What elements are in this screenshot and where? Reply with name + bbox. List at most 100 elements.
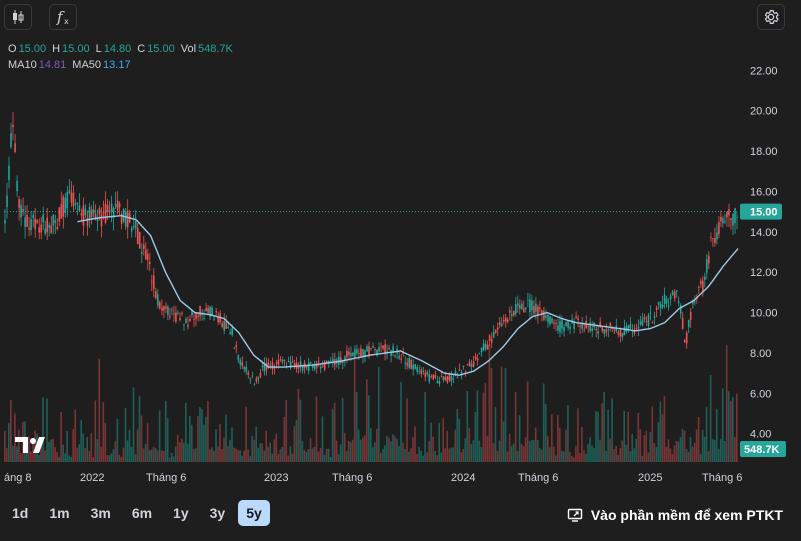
- volume-bar: [625, 444, 628, 462]
- candle-body: [500, 323, 503, 327]
- volume-bar: [130, 446, 133, 462]
- ohlc-legend: O 15.00 H 15.00 L 14.80 C 15.00 Vol 548.7K: [8, 42, 239, 56]
- candle-body: [380, 345, 382, 347]
- volume-bar: [601, 403, 603, 462]
- volume-bar: [30, 451, 32, 462]
- volume-bar: [156, 450, 159, 462]
- candle-body: [378, 347, 380, 352]
- y-tick-label: 6.00: [750, 388, 771, 400]
- volume-bar: [253, 439, 256, 462]
- candle-body: [338, 356, 340, 365]
- volume-bar: [20, 453, 22, 462]
- indicators-button[interactable]: [4, 4, 32, 30]
- volume-bar: [307, 449, 310, 462]
- candle-body: [689, 311, 692, 320]
- candle-body: [94, 213, 97, 220]
- candle-body: [525, 307, 527, 310]
- volume-bar: [442, 418, 445, 462]
- candle-body: [587, 326, 590, 328]
- timeframe-1m[interactable]: 1m: [49, 505, 70, 521]
- candle-body: [259, 372, 262, 377]
- volume-bar: [50, 439, 52, 462]
- volume-bar: [659, 401, 662, 462]
- candle-body: [173, 313, 175, 315]
- volume-bar: [462, 448, 465, 462]
- volume-bar: [460, 452, 463, 462]
- volume-bar: [675, 440, 678, 462]
- volume-bar: [730, 401, 732, 462]
- volume-bar: [647, 452, 650, 462]
- candle-body: [494, 329, 497, 333]
- candle-body: [8, 165, 10, 181]
- volume-bar: [152, 446, 155, 462]
- candle-body: [155, 291, 157, 299]
- volume-bar: [289, 446, 292, 462]
- open-ptkt-link[interactable]: Vào phần mềm để xem PTKT: [567, 507, 783, 523]
- candle-body: [545, 315, 547, 318]
- candle-body: [460, 371, 463, 374]
- volume-bar: [108, 455, 111, 462]
- volume-bar: [58, 456, 60, 462]
- candle-body: [253, 384, 256, 386]
- volume-bar: [518, 415, 521, 462]
- candle-body: [332, 359, 334, 363]
- volume-bar: [197, 416, 199, 462]
- candle-body: [114, 204, 117, 207]
- timeframe-5y[interactable]: 5y: [238, 500, 270, 526]
- volume-bar: [428, 440, 430, 462]
- candle-body: [665, 298, 668, 304]
- timeframe-3m[interactable]: 3m: [90, 505, 111, 521]
- candle-body: [601, 327, 604, 331]
- candle-body: [569, 326, 571, 329]
- candle-body: [511, 314, 513, 316]
- volume-bar: [637, 413, 640, 462]
- candle-body: [422, 371, 425, 372]
- open-label: O: [8, 43, 17, 55]
- timeframe-1d[interactable]: 1d: [12, 505, 29, 521]
- candle-body: [22, 209, 24, 212]
- candle-body: [468, 361, 471, 367]
- candle-body: [559, 321, 561, 333]
- timeframe-1y[interactable]: 1y: [173, 505, 189, 521]
- candle-body: [203, 317, 205, 319]
- volume-bar: [88, 450, 91, 462]
- candle-body: [490, 338, 493, 343]
- candle-body: [677, 301, 680, 303]
- volume-bar: [265, 430, 268, 462]
- timeframe-3y[interactable]: 3y: [209, 505, 226, 521]
- candle-body: [537, 306, 539, 316]
- candle-body: [116, 200, 119, 211]
- volume-bar: [66, 431, 68, 462]
- volume-bar: [18, 429, 20, 462]
- candle-body: [466, 364, 469, 366]
- candle-body: [591, 328, 594, 331]
- volume-bar: [172, 456, 175, 462]
- candle-body: [84, 208, 87, 216]
- volume-bar: [42, 397, 44, 462]
- candle-body: [177, 312, 179, 314]
- volume-bar: [500, 366, 503, 462]
- volume-bar: [98, 358, 101, 462]
- volume-bar: [4, 430, 6, 462]
- timeframe-6m[interactable]: 6m: [131, 505, 153, 521]
- candle-body: [434, 375, 437, 378]
- volume-bar: [291, 453, 294, 462]
- candle-body: [408, 358, 411, 368]
- volume-bar: [309, 438, 312, 462]
- function-button[interactable]: f x: [49, 4, 77, 30]
- volume-bar: [295, 420, 298, 462]
- volume-bar: [331, 408, 334, 462]
- timeframe-selector: 1d 1m 3m 6m 1y 3y 5y: [4, 500, 275, 526]
- volume-bar: [150, 449, 153, 462]
- settings-button[interactable]: [757, 4, 785, 30]
- volume-bar: [359, 439, 362, 462]
- candle-body: [283, 360, 286, 361]
- candle-body: [38, 227, 41, 233]
- y-tick-label: 10.00: [750, 308, 778, 320]
- candle-body: [134, 221, 137, 229]
- volume-bar: [132, 387, 135, 462]
- volume-bar: [468, 428, 471, 462]
- candle-body: [251, 375, 254, 377]
- candle-body: [448, 374, 451, 381]
